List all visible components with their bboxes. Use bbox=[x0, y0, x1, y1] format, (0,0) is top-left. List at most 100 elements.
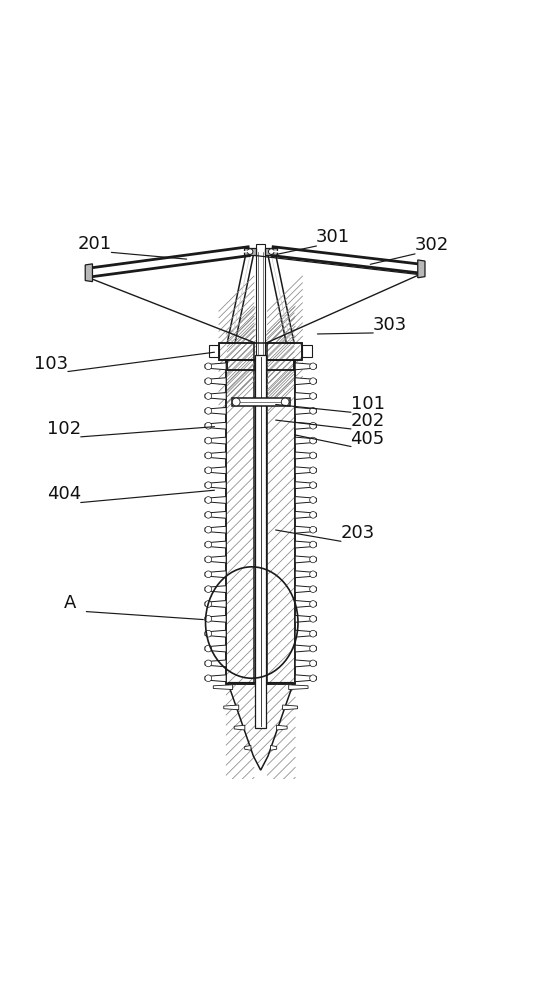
Polygon shape bbox=[295, 422, 316, 429]
Circle shape bbox=[310, 541, 316, 548]
Circle shape bbox=[205, 571, 212, 578]
Circle shape bbox=[205, 660, 212, 667]
Bar bbox=[254, 360, 267, 684]
Bar bbox=[226, 360, 254, 684]
Circle shape bbox=[310, 645, 316, 652]
Bar bbox=[302, 345, 312, 357]
Polygon shape bbox=[205, 482, 226, 489]
Text: 102: 102 bbox=[47, 420, 81, 438]
Polygon shape bbox=[227, 252, 254, 343]
Polygon shape bbox=[295, 586, 316, 593]
Circle shape bbox=[268, 249, 274, 254]
Polygon shape bbox=[295, 482, 316, 489]
Bar bbox=[226, 360, 254, 684]
Polygon shape bbox=[295, 630, 316, 637]
Polygon shape bbox=[295, 556, 316, 563]
Polygon shape bbox=[295, 363, 316, 370]
Circle shape bbox=[310, 467, 316, 474]
Circle shape bbox=[310, 512, 316, 518]
Circle shape bbox=[310, 660, 316, 667]
Polygon shape bbox=[205, 467, 226, 474]
Circle shape bbox=[310, 556, 316, 563]
Bar bbox=[227, 360, 255, 370]
Bar bbox=[266, 360, 294, 370]
Polygon shape bbox=[205, 660, 226, 667]
Circle shape bbox=[205, 541, 212, 548]
Circle shape bbox=[232, 398, 240, 406]
Polygon shape bbox=[205, 630, 226, 637]
Circle shape bbox=[310, 630, 316, 637]
Bar bbox=[227, 360, 294, 370]
Circle shape bbox=[310, 586, 316, 592]
Circle shape bbox=[205, 601, 212, 607]
Circle shape bbox=[310, 408, 316, 414]
Circle shape bbox=[310, 393, 316, 399]
Circle shape bbox=[310, 571, 316, 578]
Bar bbox=[267, 360, 295, 684]
Text: 404: 404 bbox=[47, 485, 81, 503]
Polygon shape bbox=[418, 260, 425, 278]
Polygon shape bbox=[205, 601, 226, 607]
Bar bbox=[267, 343, 302, 360]
Bar bbox=[219, 343, 254, 360]
Bar bbox=[227, 360, 255, 370]
Circle shape bbox=[205, 437, 212, 444]
Circle shape bbox=[281, 398, 289, 406]
Bar bbox=[219, 343, 302, 360]
Circle shape bbox=[205, 526, 212, 533]
Polygon shape bbox=[289, 685, 308, 690]
Bar bbox=[226, 360, 295, 684]
Circle shape bbox=[310, 378, 316, 385]
Polygon shape bbox=[205, 378, 226, 385]
Bar bbox=[266, 360, 294, 370]
Circle shape bbox=[205, 497, 212, 503]
Polygon shape bbox=[295, 615, 316, 622]
Polygon shape bbox=[205, 556, 226, 563]
Circle shape bbox=[205, 615, 212, 622]
Circle shape bbox=[310, 482, 316, 488]
Polygon shape bbox=[85, 264, 92, 282]
Bar bbox=[265, 248, 277, 255]
Polygon shape bbox=[295, 467, 316, 474]
Bar bbox=[267, 343, 302, 360]
Circle shape bbox=[205, 378, 212, 385]
Bar bbox=[267, 360, 295, 684]
Bar bbox=[219, 343, 254, 360]
Text: 301: 301 bbox=[316, 228, 350, 246]
Text: 101: 101 bbox=[350, 395, 385, 413]
Circle shape bbox=[205, 363, 212, 370]
Circle shape bbox=[205, 512, 212, 518]
Polygon shape bbox=[228, 683, 294, 770]
Polygon shape bbox=[213, 685, 233, 690]
Text: 303: 303 bbox=[373, 316, 407, 334]
Circle shape bbox=[310, 452, 316, 459]
Polygon shape bbox=[205, 586, 226, 593]
Circle shape bbox=[310, 363, 316, 370]
Polygon shape bbox=[205, 645, 226, 652]
Polygon shape bbox=[228, 683, 294, 770]
Circle shape bbox=[205, 467, 212, 474]
Circle shape bbox=[310, 497, 316, 503]
Text: 201: 201 bbox=[77, 235, 112, 253]
Polygon shape bbox=[295, 393, 316, 399]
Polygon shape bbox=[295, 407, 316, 414]
Bar bbox=[267, 343, 302, 360]
Circle shape bbox=[205, 393, 212, 399]
Polygon shape bbox=[205, 437, 226, 444]
Circle shape bbox=[205, 556, 212, 563]
Text: 405: 405 bbox=[350, 430, 385, 448]
Circle shape bbox=[205, 422, 212, 429]
Polygon shape bbox=[295, 526, 316, 533]
Polygon shape bbox=[295, 511, 316, 518]
Polygon shape bbox=[295, 601, 316, 607]
Circle shape bbox=[310, 675, 316, 682]
Polygon shape bbox=[234, 725, 245, 730]
Polygon shape bbox=[295, 452, 316, 459]
Polygon shape bbox=[295, 675, 316, 682]
Circle shape bbox=[205, 408, 212, 414]
Circle shape bbox=[310, 422, 316, 429]
Polygon shape bbox=[295, 437, 316, 444]
Circle shape bbox=[310, 615, 316, 622]
Polygon shape bbox=[205, 615, 226, 622]
Polygon shape bbox=[205, 407, 226, 414]
